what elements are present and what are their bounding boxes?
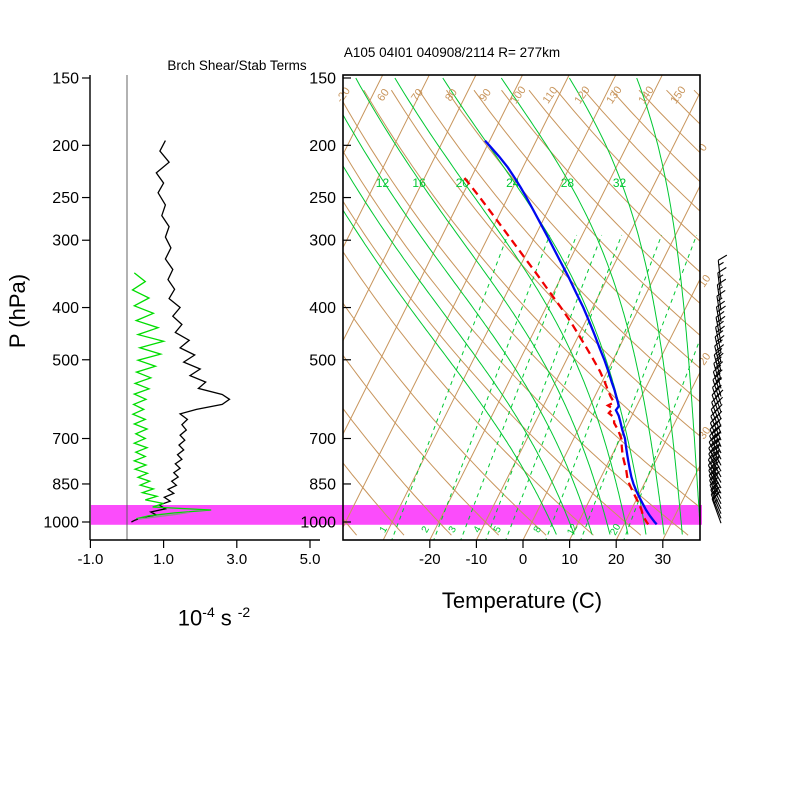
svg-text:4: 4 [472,524,485,535]
skewt-grid: 1 2 3 4 5 8 12 20 [343,75,700,540]
svg-text:20: 20 [608,551,625,568]
temperature-axis-label: Temperature (C) [441,588,603,613]
svg-text:10: 10 [561,551,578,568]
svg-text:16: 16 [412,176,426,190]
svg-text:0: 0 [697,142,710,154]
svg-text:8: 8 [532,524,545,535]
dewpoint-curve [463,177,650,525]
term-gray-curve [137,511,190,520]
svg-text:3.0: 3.0 [226,551,247,568]
svg-text:28: 28 [561,176,575,190]
svg-text:20: 20 [697,351,714,368]
svg-text:110: 110 [541,85,561,106]
svg-text:150: 150 [52,70,79,87]
svg-text:-20: -20 [419,551,441,568]
svg-text:12: 12 [565,522,580,538]
unit-symbol: s [220,605,232,631]
svg-text:80: 80 [443,87,460,104]
stability-term-black-curve [131,140,231,523]
mixing-ratio-lines: 1 2 3 4 5 8 12 20 [378,234,700,540]
svg-text:200: 200 [309,138,336,155]
svg-text:400: 400 [309,300,336,317]
wind-barbs [707,254,728,524]
unit-exponent: -4 [202,604,215,620]
svg-text:150: 150 [668,84,688,106]
unit-symbol-exponent: -2 [237,604,251,620]
shear-term-green-curve [131,272,212,520]
svg-text:140: 140 [636,84,656,106]
svg-text:1: 1 [378,524,391,535]
skewt-axes: 150 200 250 300 400 500 700 850 1000 -20 -10 0 10 20 3… [300,70,701,568]
svg-text:1000: 1000 [43,514,79,531]
svg-text:5.0: 5.0 [300,551,321,568]
svg-text:300: 300 [309,233,336,250]
svg-text:60: 60 [375,87,392,104]
dry-adiabat-lines [343,89,700,536]
svg-text:-1.0: -1.0 [77,551,103,568]
profile-curves [463,139,658,526]
svg-text:500: 500 [309,352,336,369]
left-panel-title: Brch Shear/Stab Terms [167,58,307,73]
svg-text:20: 20 [608,522,623,538]
svg-text:700: 700 [52,431,79,448]
svg-text:850: 850 [52,476,79,493]
svg-text:30: 30 [697,425,714,442]
shear-panel-series [131,140,231,523]
svg-text:32: 32 [613,176,627,190]
svg-text:0: 0 [519,551,527,568]
svg-text:250: 250 [309,190,336,207]
svg-text:2: 2 [420,524,433,535]
svg-text:12: 12 [376,176,390,190]
shear-panel-x-axis-label: 10-4 s -2 [178,604,250,631]
svg-text:30: 30 [654,551,671,568]
moist-adiabat-lines [343,77,700,535]
shear-panel-axes: 150 200 250 300 400 500 700 850 1000 -1.0 1.0 3.0 5.… [43,70,320,568]
svg-text:250: 250 [52,190,79,207]
svg-text:-10: -10 [466,551,488,568]
svg-text:300: 300 [52,233,79,250]
svg-text:400: 400 [52,300,79,317]
svg-text:5: 5 [492,524,505,535]
temperature-curve [484,139,658,526]
svg-text:200: 200 [52,138,79,155]
svg-text:10: 10 [697,273,714,290]
unit-base: 10 [177,605,203,631]
svg-text:850: 850 [309,476,336,493]
svg-text:130: 130 [604,84,624,106]
svg-text:700: 700 [309,431,336,448]
svg-text:3: 3 [447,524,460,535]
svg-text:1000: 1000 [300,514,336,531]
svg-text:500: 500 [52,352,79,369]
isotherm-lines [343,75,700,540]
main-title: A105 04I01 040908/2114 R= 277km [343,45,561,60]
svg-text:1.0: 1.0 [153,551,174,568]
svg-text:90: 90 [477,87,494,104]
moist-adiabat-labels: 12 16 20 24 28 32 [376,176,627,190]
svg-text:150: 150 [309,70,336,87]
svg-text:70: 70 [409,87,426,104]
